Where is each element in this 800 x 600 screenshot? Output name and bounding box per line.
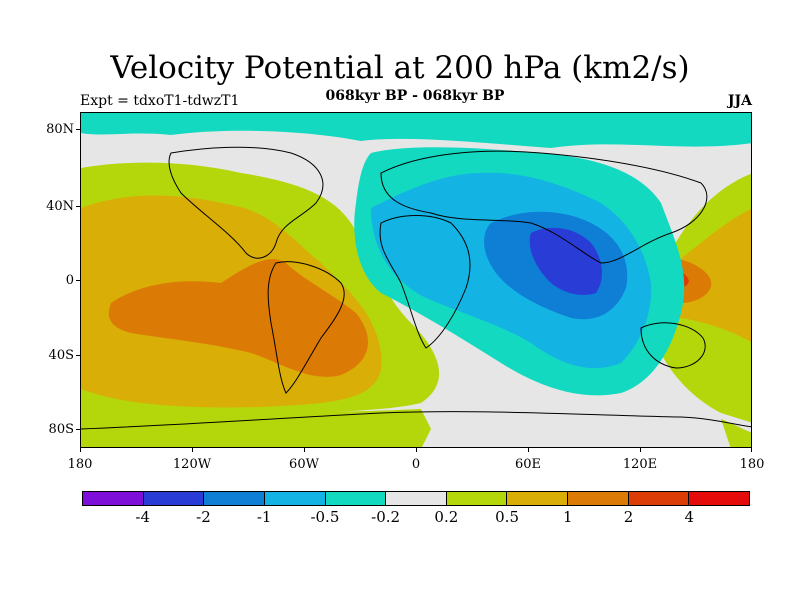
contour-south-green-east xyxy=(721,419,751,447)
lat-tick xyxy=(76,206,80,207)
colorbar-label: 0.2 xyxy=(434,508,459,526)
lon-label: 120E xyxy=(622,457,658,472)
lon-tick xyxy=(640,448,641,452)
lon-tick xyxy=(80,448,81,452)
colorbar-segment xyxy=(689,492,750,505)
colorbar-label: 4 xyxy=(684,508,695,526)
colorbar xyxy=(82,491,750,506)
lon-label: 180 xyxy=(67,457,93,472)
colorbar-segment xyxy=(568,492,629,505)
experiment-label: Expt = tdxoT1-tdwzT1 xyxy=(80,93,240,109)
lat-tick xyxy=(76,129,80,130)
colorbar-segment xyxy=(446,492,508,505)
map-plot-area xyxy=(80,112,752,448)
colorbar-label: -1 xyxy=(256,508,272,526)
colorbar-segment xyxy=(507,492,569,505)
lon-label: 60W xyxy=(289,457,319,472)
lat-tick xyxy=(76,355,80,356)
lat-label: 40N xyxy=(46,199,74,214)
lat-tick xyxy=(76,429,80,430)
lon-label: 120W xyxy=(172,457,212,472)
coast-south-america xyxy=(267,261,345,394)
season-label: JJA xyxy=(727,93,752,109)
lon-label: 60E xyxy=(514,457,542,472)
lon-tick xyxy=(528,448,529,452)
contour-south-green xyxy=(81,409,440,447)
contour-east-darkblue xyxy=(529,227,603,295)
velocity-potential-map xyxy=(81,113,751,447)
lat-label: 80N xyxy=(46,122,74,137)
coast-australia xyxy=(640,322,706,369)
contour-south-neutral xyxy=(422,395,731,447)
lon-label: 0 xyxy=(411,457,421,472)
lat-label: 0 xyxy=(65,273,74,288)
colorbar-segment xyxy=(143,492,205,505)
colorbar-label: 1 xyxy=(563,508,573,526)
period-label: 068kyr BP - 068kyr BP xyxy=(325,88,505,104)
colorbar-label: 2 xyxy=(623,508,634,526)
colorbar-label: 0.5 xyxy=(495,508,519,526)
coast-africa xyxy=(379,215,471,349)
coast-antarctica xyxy=(81,411,751,430)
coast-north-america xyxy=(168,146,324,259)
colorbar-segment xyxy=(204,492,265,505)
lat-label: 40S xyxy=(48,348,74,363)
coast-eurasia xyxy=(380,150,708,264)
colorbar-segment xyxy=(628,492,690,505)
colorbar-label: -4 xyxy=(135,508,151,526)
lon-label: 180 xyxy=(739,457,765,472)
colorbar-segment xyxy=(386,492,447,505)
lon-tick xyxy=(192,448,193,452)
colorbar-label: -2 xyxy=(196,508,211,526)
colorbar-label: -0.2 xyxy=(371,508,401,526)
colorbar-label: -0.5 xyxy=(310,508,340,526)
colorbar-segment xyxy=(264,492,326,505)
lon-tick xyxy=(304,448,305,452)
lat-tick xyxy=(76,280,80,281)
contour-west-orange xyxy=(108,259,369,377)
colorbar-segment xyxy=(83,492,144,505)
chart-title: Velocity Potential at 200 hPa (km2/s) xyxy=(110,50,690,86)
coastlines xyxy=(81,146,751,430)
contour-north-teal xyxy=(81,113,751,148)
lon-tick xyxy=(751,448,752,452)
lon-tick xyxy=(416,448,417,452)
lat-label: 80S xyxy=(48,422,74,437)
colorbar-segment xyxy=(325,492,387,505)
